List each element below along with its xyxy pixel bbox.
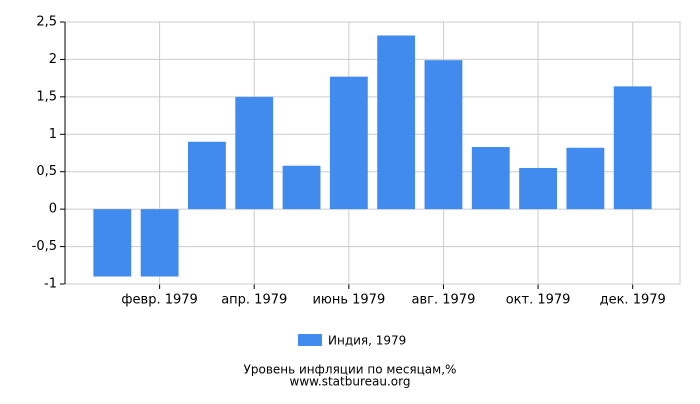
x-tick-label: апр. 1979 [221,293,287,308]
bar [471,147,510,210]
chart-title: Уровень инфляции по месяцам,% [244,363,457,377]
bar [377,35,416,210]
legend-label: Индия, 1979 [328,334,406,348]
x-tick-label: окт. 1979 [506,293,571,308]
y-tick-label: 0 [49,202,57,217]
bar [329,76,368,210]
y-tick-label: 2 [49,52,57,67]
y-tick-label: 1 [49,127,57,142]
y-tick-label: -0,5 [32,239,57,254]
bar [140,209,179,277]
bar [282,165,321,210]
bar [93,209,132,277]
y-tick-label: 2,5 [36,15,57,30]
bar [566,147,605,210]
x-tick-label: авг. 1979 [412,293,476,308]
bar [613,86,652,210]
x-tick-label: дек. 1979 [600,293,666,308]
x-tick-label: июнь 1979 [312,293,385,308]
y-tick-label: 1,5 [36,89,57,104]
chart-subtitle: www.statbureau.org [290,375,411,389]
y-tick-label: -1 [44,277,57,292]
bar [424,60,463,210]
bar [235,96,274,210]
x-tick-label: февр. 1979 [121,293,197,308]
bar [188,141,226,210]
bar [519,167,557,210]
y-tick-label: 0,5 [36,164,57,179]
legend-swatch [298,334,322,346]
